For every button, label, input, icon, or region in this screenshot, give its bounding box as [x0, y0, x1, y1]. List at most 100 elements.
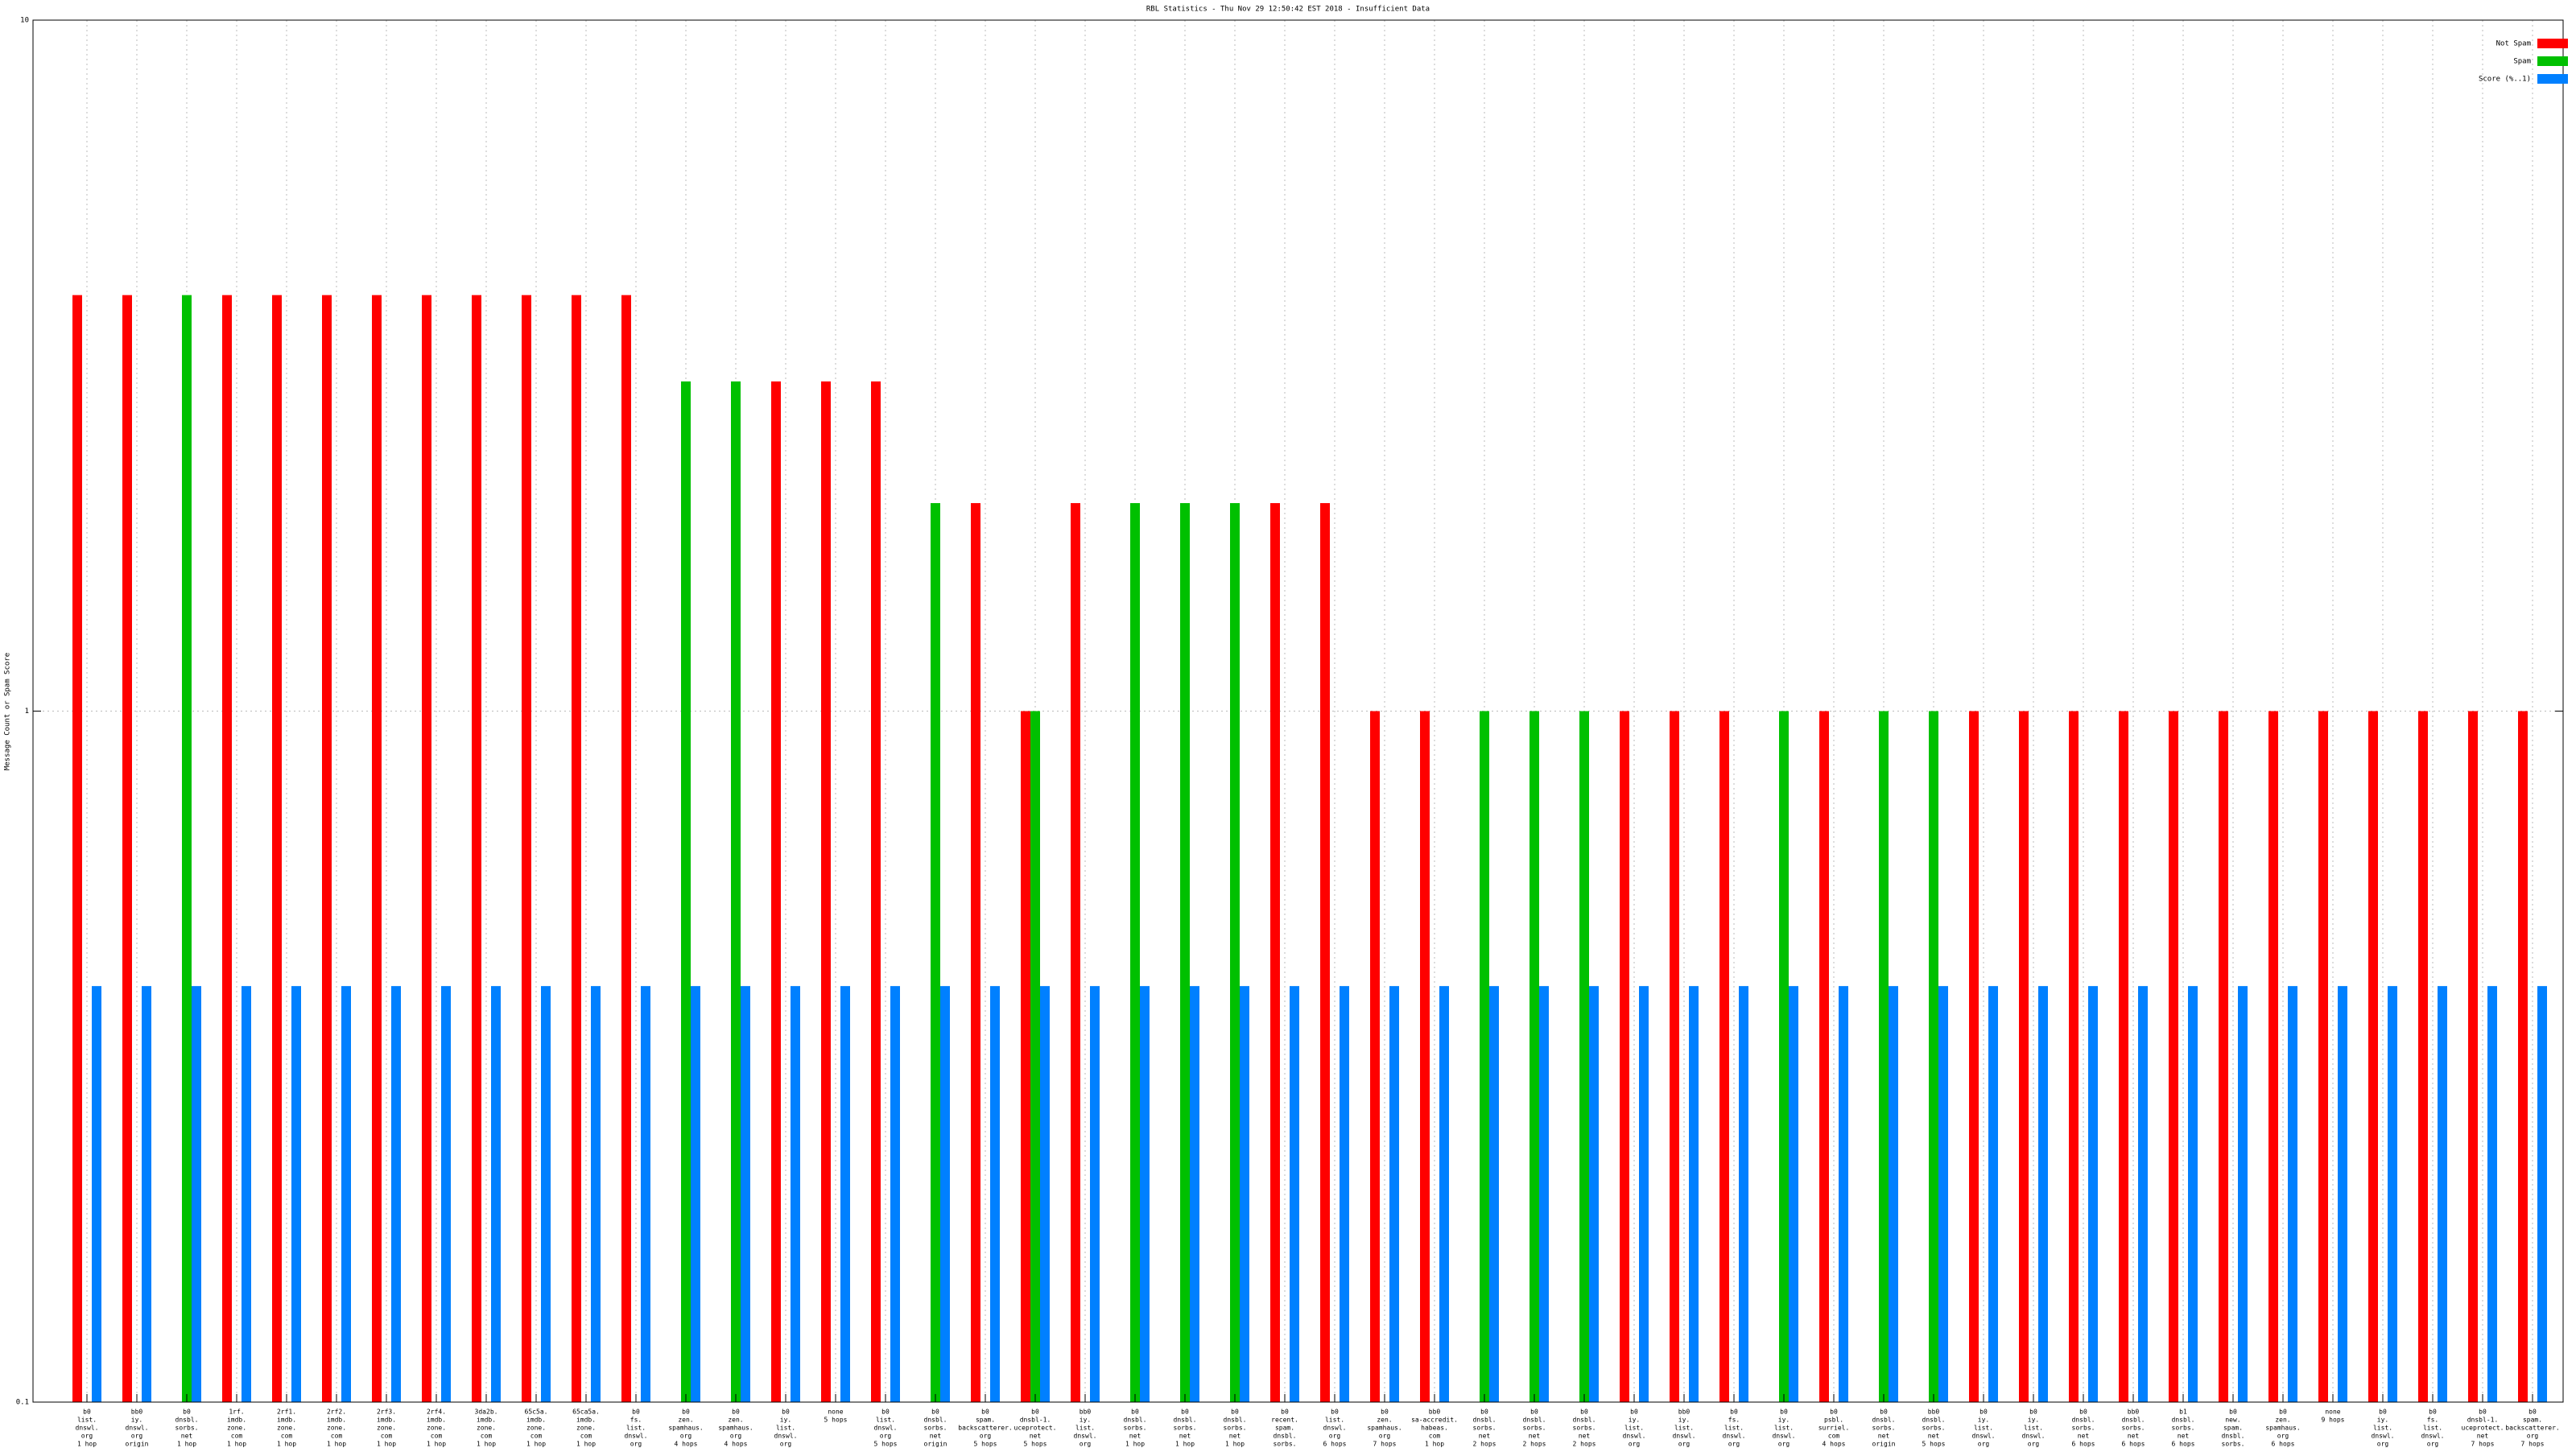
x-tick-label: zone.	[576, 1425, 596, 1432]
x-tick-label: spam.	[2223, 1425, 2243, 1432]
bar	[731, 381, 741, 1403]
bar	[192, 986, 201, 1402]
x-tick-label: 2 hops	[1523, 1441, 1546, 1448]
x-tick-label: dnsbl.	[2222, 1433, 2245, 1440]
x-tick-label: zen.	[1377, 1417, 1392, 1424]
x-tick-label: 1 hop	[1175, 1441, 1195, 1448]
x-tick-label: net	[930, 1433, 942, 1440]
bar	[1639, 986, 1649, 1402]
x-tick-label: 1 hop	[377, 1441, 396, 1448]
bar	[591, 986, 601, 1402]
bar	[1929, 711, 1938, 1402]
legend-label: Score (%..1)	[2479, 76, 2531, 84]
bar	[391, 986, 401, 1402]
x-tick-label: sorbs.	[924, 1425, 947, 1432]
bar	[1579, 711, 1589, 1402]
x-tick-label: dnsbl.	[1473, 1417, 1496, 1424]
bar	[990, 986, 1000, 1402]
x-tick-label: dnsbl.	[175, 1417, 199, 1424]
bar	[1140, 986, 1150, 1402]
x-tick-label: 5 hops	[1922, 1441, 1946, 1448]
x-tick-label: b0	[1480, 1409, 1488, 1416]
bar	[1779, 711, 1789, 1402]
bar	[291, 986, 301, 1402]
bar	[1739, 986, 1748, 1402]
x-tick-label: sorbs.	[1274, 1441, 1297, 1448]
x-tick-label: bb0	[1678, 1409, 1690, 1416]
x-tick-label: dnsbl.	[2122, 1417, 2145, 1424]
x-tick-label: zone.	[477, 1425, 496, 1432]
x-tick-label: iy.	[131, 1417, 142, 1424]
bar	[522, 295, 531, 1403]
bar	[2088, 986, 2098, 1402]
x-tick-label: imdb.	[477, 1417, 496, 1424]
bar	[1270, 503, 1280, 1403]
x-tick-label: dnswl.	[1673, 1433, 1696, 1440]
x-tick-label: zone.	[427, 1425, 446, 1432]
x-tick-label: com	[431, 1433, 443, 1440]
x-tick-label: sorbs.	[1922, 1425, 1946, 1432]
bar	[122, 295, 132, 1403]
x-tick-label: sorbs.	[2122, 1425, 2145, 1432]
x-tick-label: dnswl.	[625, 1433, 648, 1440]
x-tick-label: imdb.	[327, 1417, 346, 1424]
bar	[2388, 986, 2397, 1402]
x-tick-label: dnsbl.	[2172, 1417, 2195, 1424]
x-tick-label: recent.	[1271, 1417, 1298, 1424]
x-tick-label: 5 hops	[874, 1441, 898, 1448]
x-tick-label: dnswl.	[1972, 1433, 1996, 1440]
x-tick-label: 65ca5a.	[572, 1409, 600, 1416]
x-tick-label: org	[2377, 1441, 2389, 1448]
x-tick-label: com	[281, 1433, 293, 1440]
x-tick-label: sorbs.	[2222, 1441, 2245, 1448]
x-tick-label: net	[1928, 1433, 1940, 1440]
x-tick-label: net	[2477, 1433, 2489, 1440]
x-tick-label: 6 hops	[2272, 1441, 2295, 1448]
x-tick-label: b0	[1281, 1409, 1289, 1416]
bar	[2518, 711, 2528, 1402]
x-tick-label: habeas.	[1421, 1425, 1448, 1432]
bar	[2318, 711, 2328, 1402]
x-tick-label: b0	[732, 1409, 740, 1416]
bar	[641, 986, 650, 1402]
x-tick-label: sorbs.	[1872, 1425, 1896, 1432]
x-tick-label: b0	[2379, 1409, 2387, 1416]
x-tick-label: org	[2527, 1433, 2539, 1440]
x-tick-label: iy.	[1778, 1417, 1790, 1424]
x-tick-label: 4 hops	[1823, 1441, 1846, 1448]
x-tick-label: dnsbl-1.	[2467, 1417, 2499, 1424]
bar	[2268, 711, 2278, 1402]
x-tick-label: dnsbl.	[1274, 1433, 1297, 1440]
x-tick-label: spamhaus.	[668, 1425, 703, 1432]
x-tick-label: net	[1129, 1433, 1141, 1440]
x-tick-label: org	[81, 1433, 93, 1440]
x-tick-label: b0	[1880, 1409, 1888, 1416]
x-tick-label: dnsbl.	[1174, 1417, 1197, 1424]
x-tick-label: org	[1379, 1433, 1391, 1440]
bar	[142, 986, 151, 1402]
x-tick-label: b0	[1231, 1409, 1239, 1416]
x-tick-label: org	[1080, 1441, 1092, 1448]
x-tick-label: org	[2277, 1433, 2289, 1440]
x-tick-label: dnsbl.	[924, 1417, 947, 1424]
x-tick-label: fs.	[1728, 1417, 1740, 1424]
x-tick-label: 5 hops	[974, 1441, 997, 1448]
bar	[1889, 986, 1898, 1402]
x-tick-label: imdb.	[227, 1417, 246, 1424]
bar	[441, 986, 451, 1402]
x-tick-label: list.	[1724, 1425, 1744, 1432]
x-tick-label: b0	[1131, 1409, 1139, 1416]
bar	[1370, 711, 1380, 1402]
x-tick-label: 6 hops	[1323, 1441, 1347, 1448]
x-tick-label: 6 hops	[2072, 1441, 2095, 1448]
x-tick-label: com	[580, 1433, 592, 1440]
x-tick-label: net	[1479, 1433, 1491, 1440]
x-tick-label: uceprotect.	[1014, 1425, 1057, 1432]
x-tick-label: b0	[2229, 1409, 2237, 1416]
x-tick-label: 7 hops	[2471, 1441, 2495, 1448]
x-tick-label: list.	[1674, 1425, 1694, 1432]
bar	[2188, 986, 2198, 1402]
x-tick-label: org	[680, 1433, 692, 1440]
bar	[491, 986, 501, 1402]
x-tick-label: spam.	[2523, 1417, 2542, 1424]
